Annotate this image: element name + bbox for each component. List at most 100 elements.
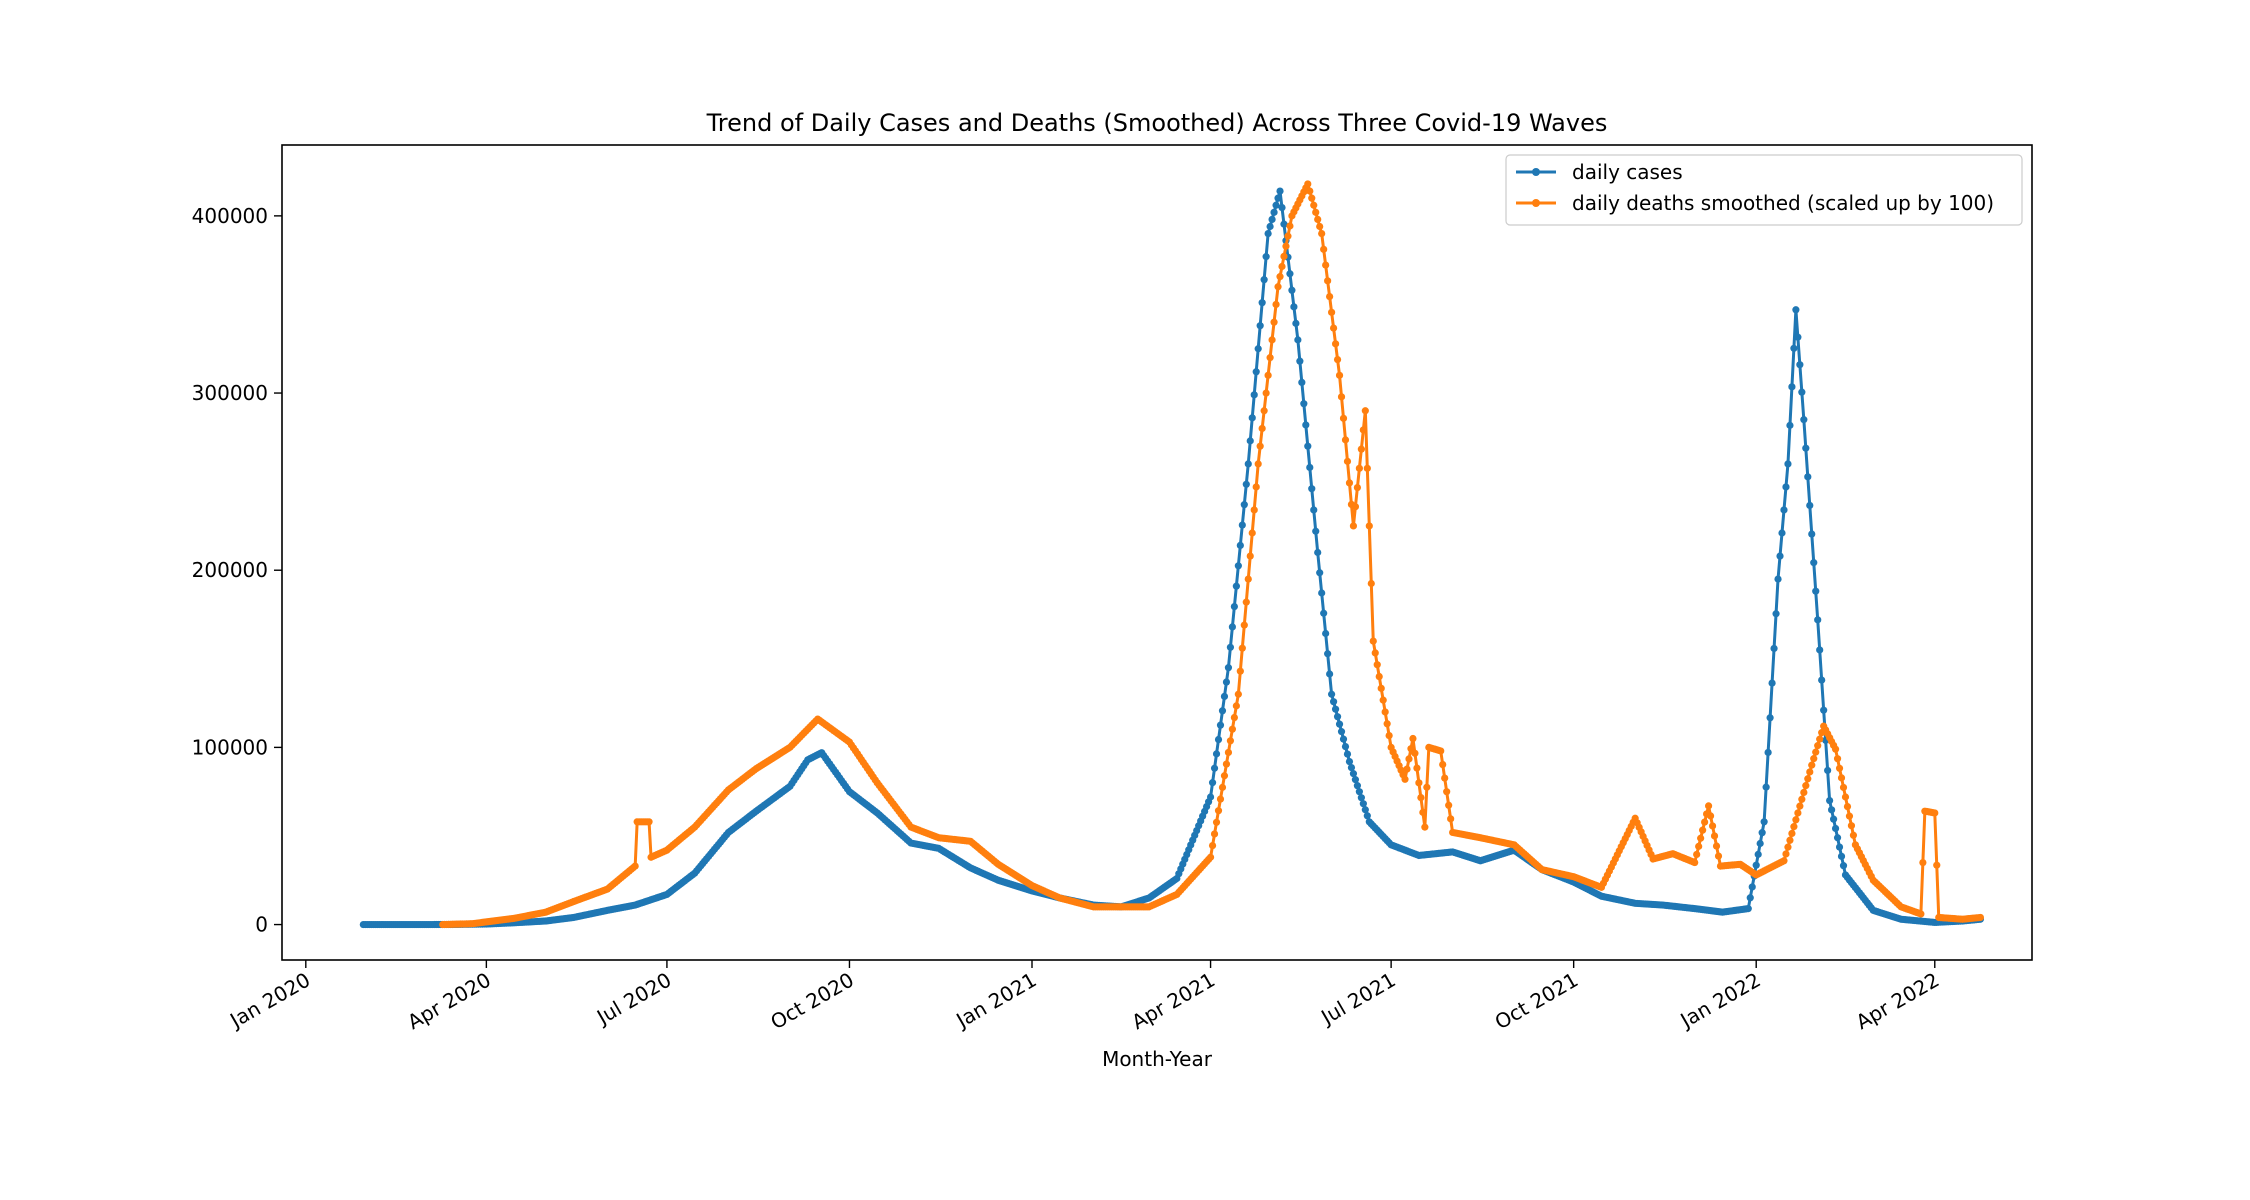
data-point	[1403, 765, 1411, 773]
data-point	[1296, 357, 1304, 365]
data-point	[1786, 836, 1794, 844]
data-point	[1919, 858, 1927, 867]
data-point	[1318, 589, 1326, 597]
y-tick-label: 0	[255, 913, 268, 937]
data-point	[1353, 483, 1361, 492]
legend-entry-daily-cases: daily cases	[1516, 160, 1683, 184]
legend-marker-daily-cases	[1532, 168, 1540, 176]
data-point	[1792, 306, 1800, 314]
data-point	[1788, 829, 1796, 838]
data-point	[1214, 735, 1223, 744]
data-point	[1782, 483, 1790, 491]
data-point	[1339, 414, 1348, 422]
data-point	[1310, 201, 1318, 209]
data-point	[1411, 749, 1419, 757]
data-point	[1839, 862, 1848, 870]
data-point	[1814, 616, 1822, 624]
data-point	[1828, 806, 1836, 814]
data-point	[1712, 842, 1721, 850]
data-point	[1796, 361, 1804, 369]
y-tick-label: 300000	[192, 381, 268, 405]
data-point	[1248, 529, 1256, 537]
data-point	[1316, 222, 1324, 231]
data-point	[1306, 463, 1314, 472]
data-point	[631, 862, 639, 870]
data-point	[1778, 529, 1786, 537]
data-point	[1337, 728, 1346, 736]
data-point	[1244, 460, 1252, 468]
data-point	[1256, 442, 1264, 450]
data-point	[1933, 861, 1941, 869]
data-point	[1335, 720, 1344, 728]
data-point	[1329, 324, 1338, 332]
data-point	[1278, 262, 1286, 271]
data-point	[1218, 707, 1227, 715]
data-point	[1206, 793, 1215, 801]
data-point	[1804, 473, 1812, 481]
data-point	[1206, 853, 1215, 861]
data-point	[1216, 795, 1225, 803]
data-point	[1814, 742, 1822, 750]
data-point	[1224, 748, 1233, 757]
data-point	[1306, 187, 1314, 195]
data-point	[1701, 818, 1709, 826]
data-point	[1409, 734, 1417, 743]
data-point	[1774, 575, 1782, 583]
series-daily-deaths	[439, 180, 1985, 929]
data-point	[1228, 623, 1236, 631]
data-point	[1357, 794, 1365, 802]
data-point	[1764, 748, 1772, 757]
data-point	[1800, 788, 1808, 797]
data-point	[1272, 300, 1280, 309]
data-point	[1329, 698, 1338, 706]
data-point	[1214, 807, 1223, 815]
data-point	[1798, 388, 1806, 396]
data-point	[1369, 637, 1377, 645]
data-point	[1308, 194, 1316, 202]
data-point	[1808, 530, 1816, 538]
data-point	[1312, 208, 1320, 216]
data-point	[1232, 582, 1240, 590]
data-point	[1790, 344, 1798, 352]
data-point	[1322, 261, 1330, 269]
data-point	[1230, 602, 1238, 611]
data-point	[1371, 649, 1379, 657]
y-tick-label: 100000	[192, 735, 268, 759]
data-point	[1780, 857, 1788, 865]
data-point	[1208, 842, 1217, 850]
data-point	[1443, 788, 1451, 796]
data-point	[1341, 743, 1350, 751]
data-point	[1829, 815, 1838, 823]
data-point	[1768, 679, 1776, 687]
data-point	[1324, 277, 1332, 285]
data-point	[1333, 355, 1342, 364]
data-point	[1310, 506, 1318, 514]
data-point	[1236, 667, 1244, 675]
legend-box	[1505, 154, 2023, 226]
data-point	[1357, 445, 1365, 453]
data-point	[1216, 721, 1225, 729]
data-point	[1226, 643, 1235, 651]
data-point	[1272, 201, 1280, 209]
data-point	[1847, 822, 1856, 830]
data-point	[1244, 575, 1252, 583]
data-point	[1266, 354, 1274, 362]
data-point	[1824, 766, 1832, 775]
data-point	[1238, 644, 1246, 652]
data-point	[1379, 696, 1387, 704]
data-point	[1363, 464, 1371, 472]
data-point	[1794, 809, 1802, 817]
data-point	[1343, 750, 1352, 758]
data-point	[1222, 760, 1231, 768]
data-point	[1367, 579, 1375, 588]
data-point	[1802, 782, 1810, 790]
data-point	[1706, 812, 1715, 820]
data-point	[1278, 204, 1286, 212]
data-point	[1308, 485, 1316, 493]
data-point	[1224, 664, 1233, 672]
data-point	[1258, 299, 1266, 307]
data-point	[1748, 883, 1756, 891]
series-layer	[359, 180, 1985, 929]
legend-label-daily-cases: daily cases	[1572, 160, 1683, 184]
